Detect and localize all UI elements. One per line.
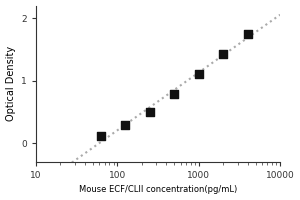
Point [221,53,226,56]
Point [172,92,177,96]
Point [245,32,250,35]
Y-axis label: Optical Density: Optical Density [6,46,16,121]
Point [147,110,152,113]
Point [123,124,128,127]
Point [98,135,103,138]
X-axis label: Mouse ECF/CLII concentration(pg/mL): Mouse ECF/CLII concentration(pg/mL) [79,185,237,194]
Point [196,73,201,76]
